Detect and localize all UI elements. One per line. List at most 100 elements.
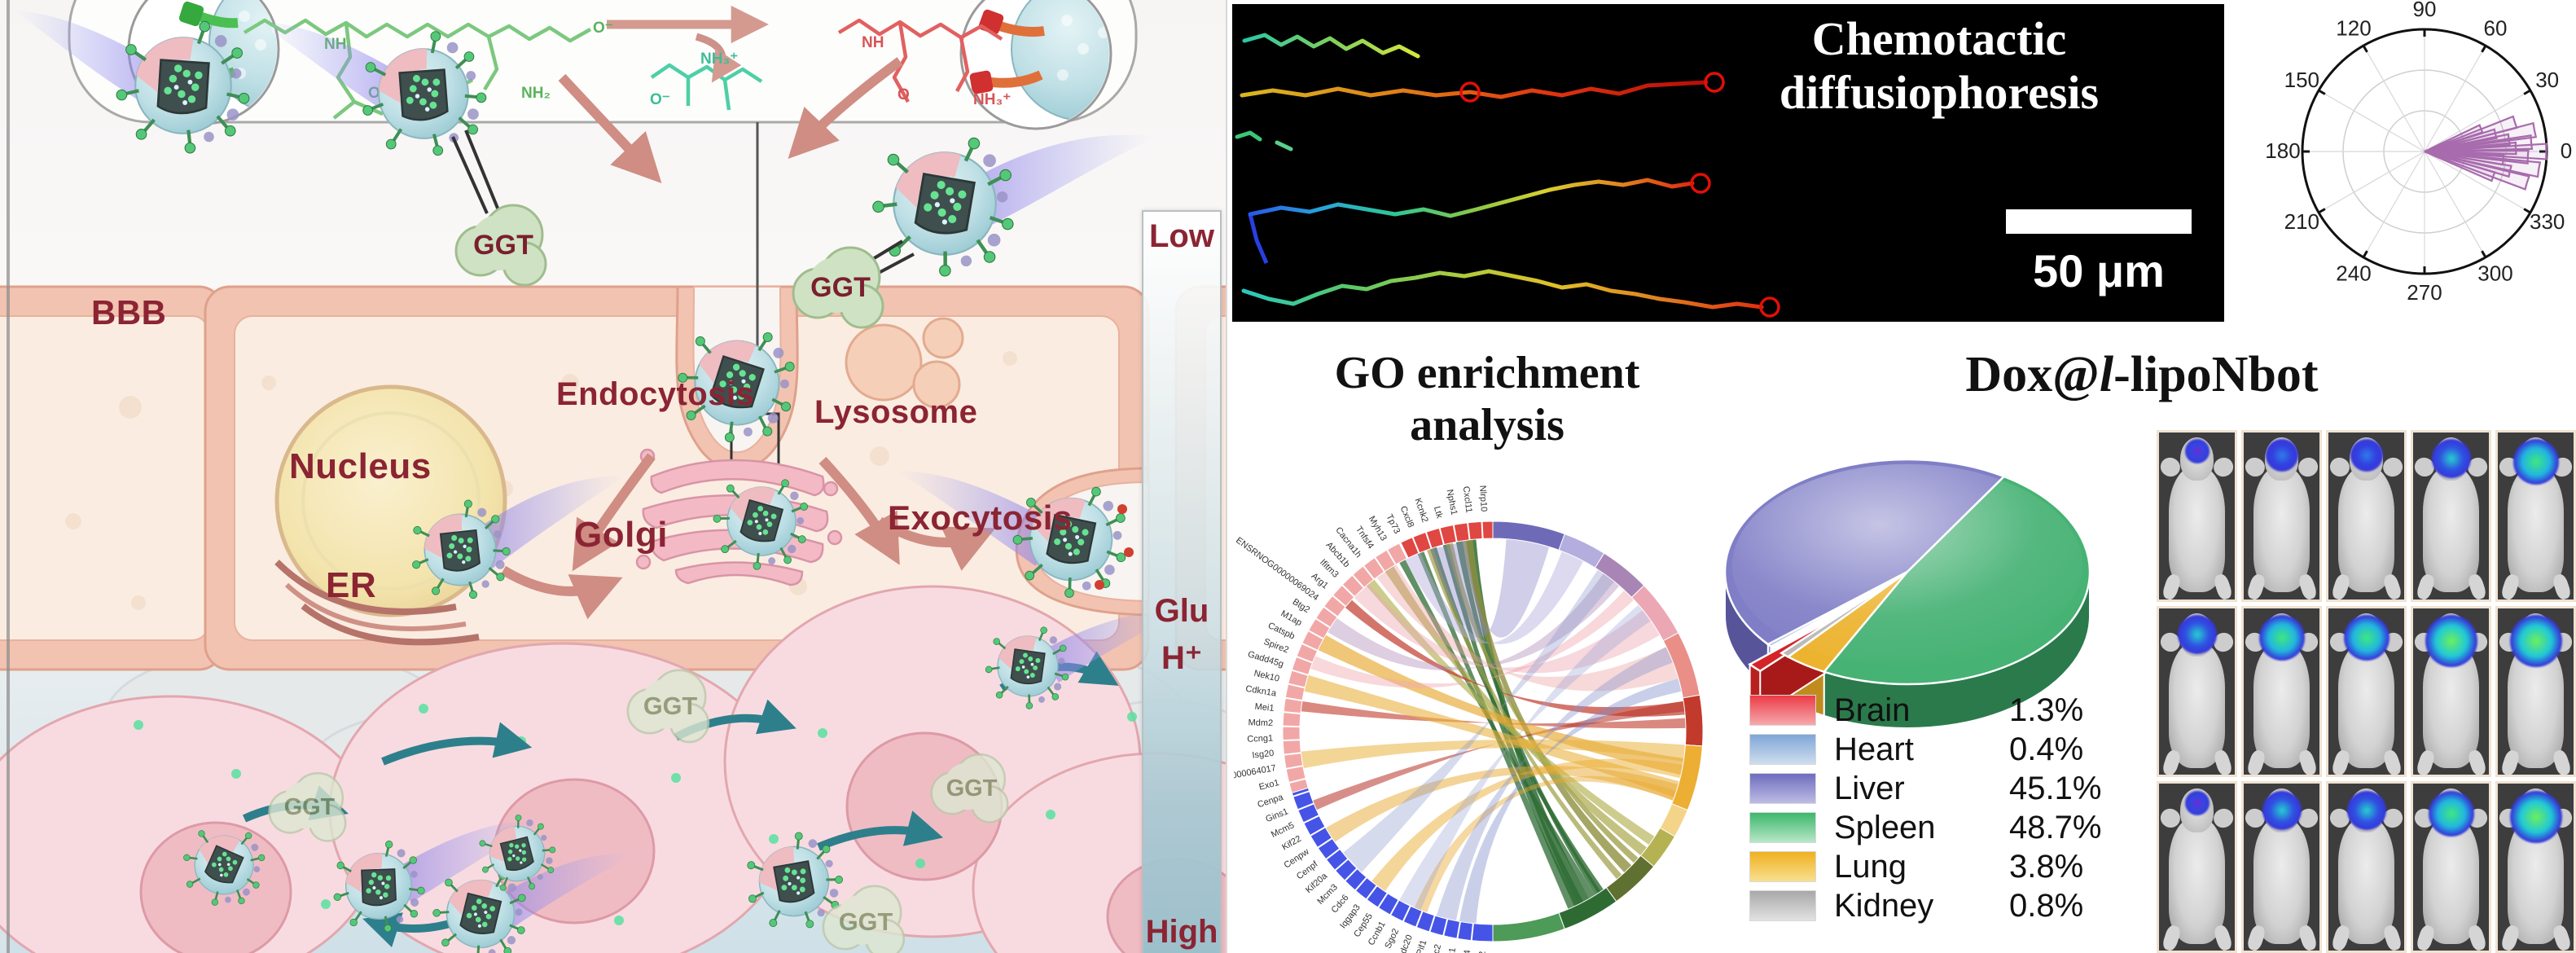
legend-value: 1.3%: [2009, 692, 2084, 728]
legend-label: Kidney: [1834, 887, 1934, 924]
chord-separator: [1424, 532, 1433, 549]
bbb-pathway-illustration: NH O NH₂ O⁻ NH₃⁺ O⁻ NH O NH₃⁺: [0, 0, 1227, 953]
chord-separator: [1411, 537, 1420, 554]
mouse-body: [2338, 465, 2394, 593]
rose-spoke: [2424, 151, 2531, 213]
rose-bar: [2424, 134, 2534, 153]
chord-ribbon: [1399, 604, 1652, 911]
ggt-enzyme-blob: GGT: [930, 753, 1009, 823]
mouse-image-cell: [2326, 430, 2407, 602]
comet-trail: [476, 476, 625, 570]
pie-title-suffix: -lipoNbot: [2113, 347, 2319, 402]
atom-label: NH₃⁺: [700, 51, 738, 68]
chord-separator: [1288, 777, 1306, 784]
mouse-leg: [2245, 748, 2267, 775]
atom-label: O⁻: [593, 20, 613, 37]
legend-label: Spleen: [1834, 809, 1936, 845]
mouse-body: [2253, 465, 2310, 593]
chord-ribbon: [1327, 573, 1620, 671]
mouse-leg: [2161, 573, 2182, 599]
particle-track: [1241, 269, 1764, 310]
gene-label: Kcnk2: [1413, 497, 1430, 524]
ggt-enzyme-blob: GGT: [454, 204, 547, 287]
legend-row: Brain 1.3%: [1749, 691, 2132, 730]
label-er: ER: [326, 565, 377, 605]
bioluminescence-glow: [2343, 614, 2389, 661]
chord-separator: [1366, 885, 1378, 900]
mouse-image-cell: [2411, 430, 2491, 602]
figure-shape: [836, 894, 887, 945]
gene-label: Kif22: [1280, 834, 1303, 853]
label-bbb: BBB: [91, 293, 167, 332]
chord-separator: [1284, 711, 1301, 715]
chord-separator: [1354, 876, 1367, 891]
particle-track: [1242, 33, 1420, 59]
mouse-image-cell: [2411, 781, 2491, 953]
gene-label: Btg2: [1291, 597, 1312, 615]
chord-separator: [1398, 542, 1408, 560]
bioluminescence-glow: [2262, 790, 2302, 830]
atom-label: NH: [862, 34, 884, 51]
rose-bar: [2424, 121, 2538, 153]
rose-tick-label: 60: [2484, 15, 2508, 40]
mouse-leg: [2415, 573, 2436, 599]
ggt-enzyme-blob: GGT: [268, 771, 347, 842]
product-structure-teal: [650, 63, 763, 111]
chord-separator: [1285, 765, 1303, 770]
mouse-image-cell: [2157, 605, 2237, 778]
tracking-title: Chemotactic diffusiophoresis: [1687, 12, 2192, 120]
rose-tick: [2481, 45, 2487, 53]
pie-sheen: [1731, 463, 2083, 667]
mouse-body: [2423, 817, 2479, 944]
bioluminescence-glow: [2265, 439, 2298, 472]
rose-tick: [2362, 250, 2368, 258]
atom-label: O⁻: [650, 91, 670, 108]
lysosome-vesicles: [845, 317, 964, 409]
bioluminescence-glow: [2177, 614, 2217, 654]
chord-separator: [1332, 595, 1346, 608]
chord-separator: [1285, 696, 1303, 702]
bioluminescence-glow: [2425, 614, 2477, 667]
chord-separator: [1481, 521, 1484, 539]
cleavage-arrow: [695, 33, 742, 83]
legend-swatch: [1749, 890, 1816, 921]
bioluminescence-glow: [2512, 439, 2559, 485]
legend-row: Spleen 48.7%: [1749, 808, 2132, 847]
rose-spoke: [2363, 45, 2425, 152]
glucose-gradient-bar: Low Glu H⁺ High: [1142, 210, 1222, 953]
mouse-leg: [2551, 924, 2572, 951]
chord-ribbon: [1342, 569, 1615, 873]
chord-separator: [1402, 905, 1411, 922]
figure-shape: [282, 781, 329, 829]
mouse-leg: [2245, 573, 2267, 599]
figure-shape: [808, 257, 863, 313]
legend-label: Brain: [1834, 692, 1911, 728]
ggt-enzyme-blob: GGT: [626, 669, 710, 744]
gene-label: Tedc2: [1428, 943, 1444, 953]
rose-bar: [2424, 150, 2496, 182]
comet-trail: [12, 10, 167, 110]
chord-diagram: Nlrp10Cxcl11Nphs1LtkKcnk2Cxcl8Tp73Myh13T…: [1234, 485, 1704, 953]
gradient-high-label: High: [1145, 914, 1218, 950]
gene-label: Exo1: [1258, 778, 1280, 793]
legend-swatch: [1749, 695, 1816, 726]
gene-label: Sgo2: [1383, 927, 1401, 950]
gene-label: Cxcl11: [1461, 485, 1474, 513]
gene-label: Nek10: [1253, 669, 1280, 684]
chord-separator: [1374, 556, 1385, 573]
gene-label: Cdc20: [1396, 933, 1415, 953]
chord-separator: [1301, 643, 1319, 652]
gene-label: Tp73: [1384, 513, 1402, 536]
chord-separator: [1284, 752, 1301, 756]
label-endocytosis: Endocytosis: [556, 376, 755, 412]
legend-swatch: [1749, 812, 1816, 843]
gene-label: Ltk: [1432, 505, 1444, 520]
mouse-body: [2423, 465, 2479, 593]
mouse-image-cell: [2495, 605, 2576, 778]
mouse-leg: [2161, 924, 2182, 951]
legend-row: Lung 3.8%: [1749, 847, 2132, 886]
ggt-label: GGT: [946, 775, 998, 801]
mouse-leg: [2551, 748, 2572, 775]
mouse-leg: [2212, 573, 2233, 599]
mouse-leg: [2330, 748, 2351, 775]
